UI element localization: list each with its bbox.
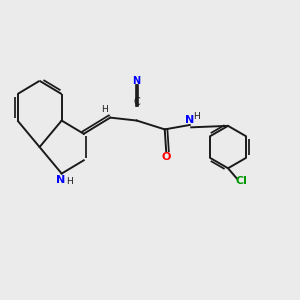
Text: N: N — [56, 175, 66, 185]
Text: H: H — [102, 105, 108, 114]
Text: H: H — [66, 177, 72, 186]
Text: N: N — [132, 76, 140, 86]
Text: C: C — [133, 97, 140, 107]
Text: N: N — [184, 115, 194, 125]
Text: H: H — [193, 112, 200, 121]
Text: Cl: Cl — [235, 176, 247, 186]
Text: O: O — [161, 152, 171, 162]
